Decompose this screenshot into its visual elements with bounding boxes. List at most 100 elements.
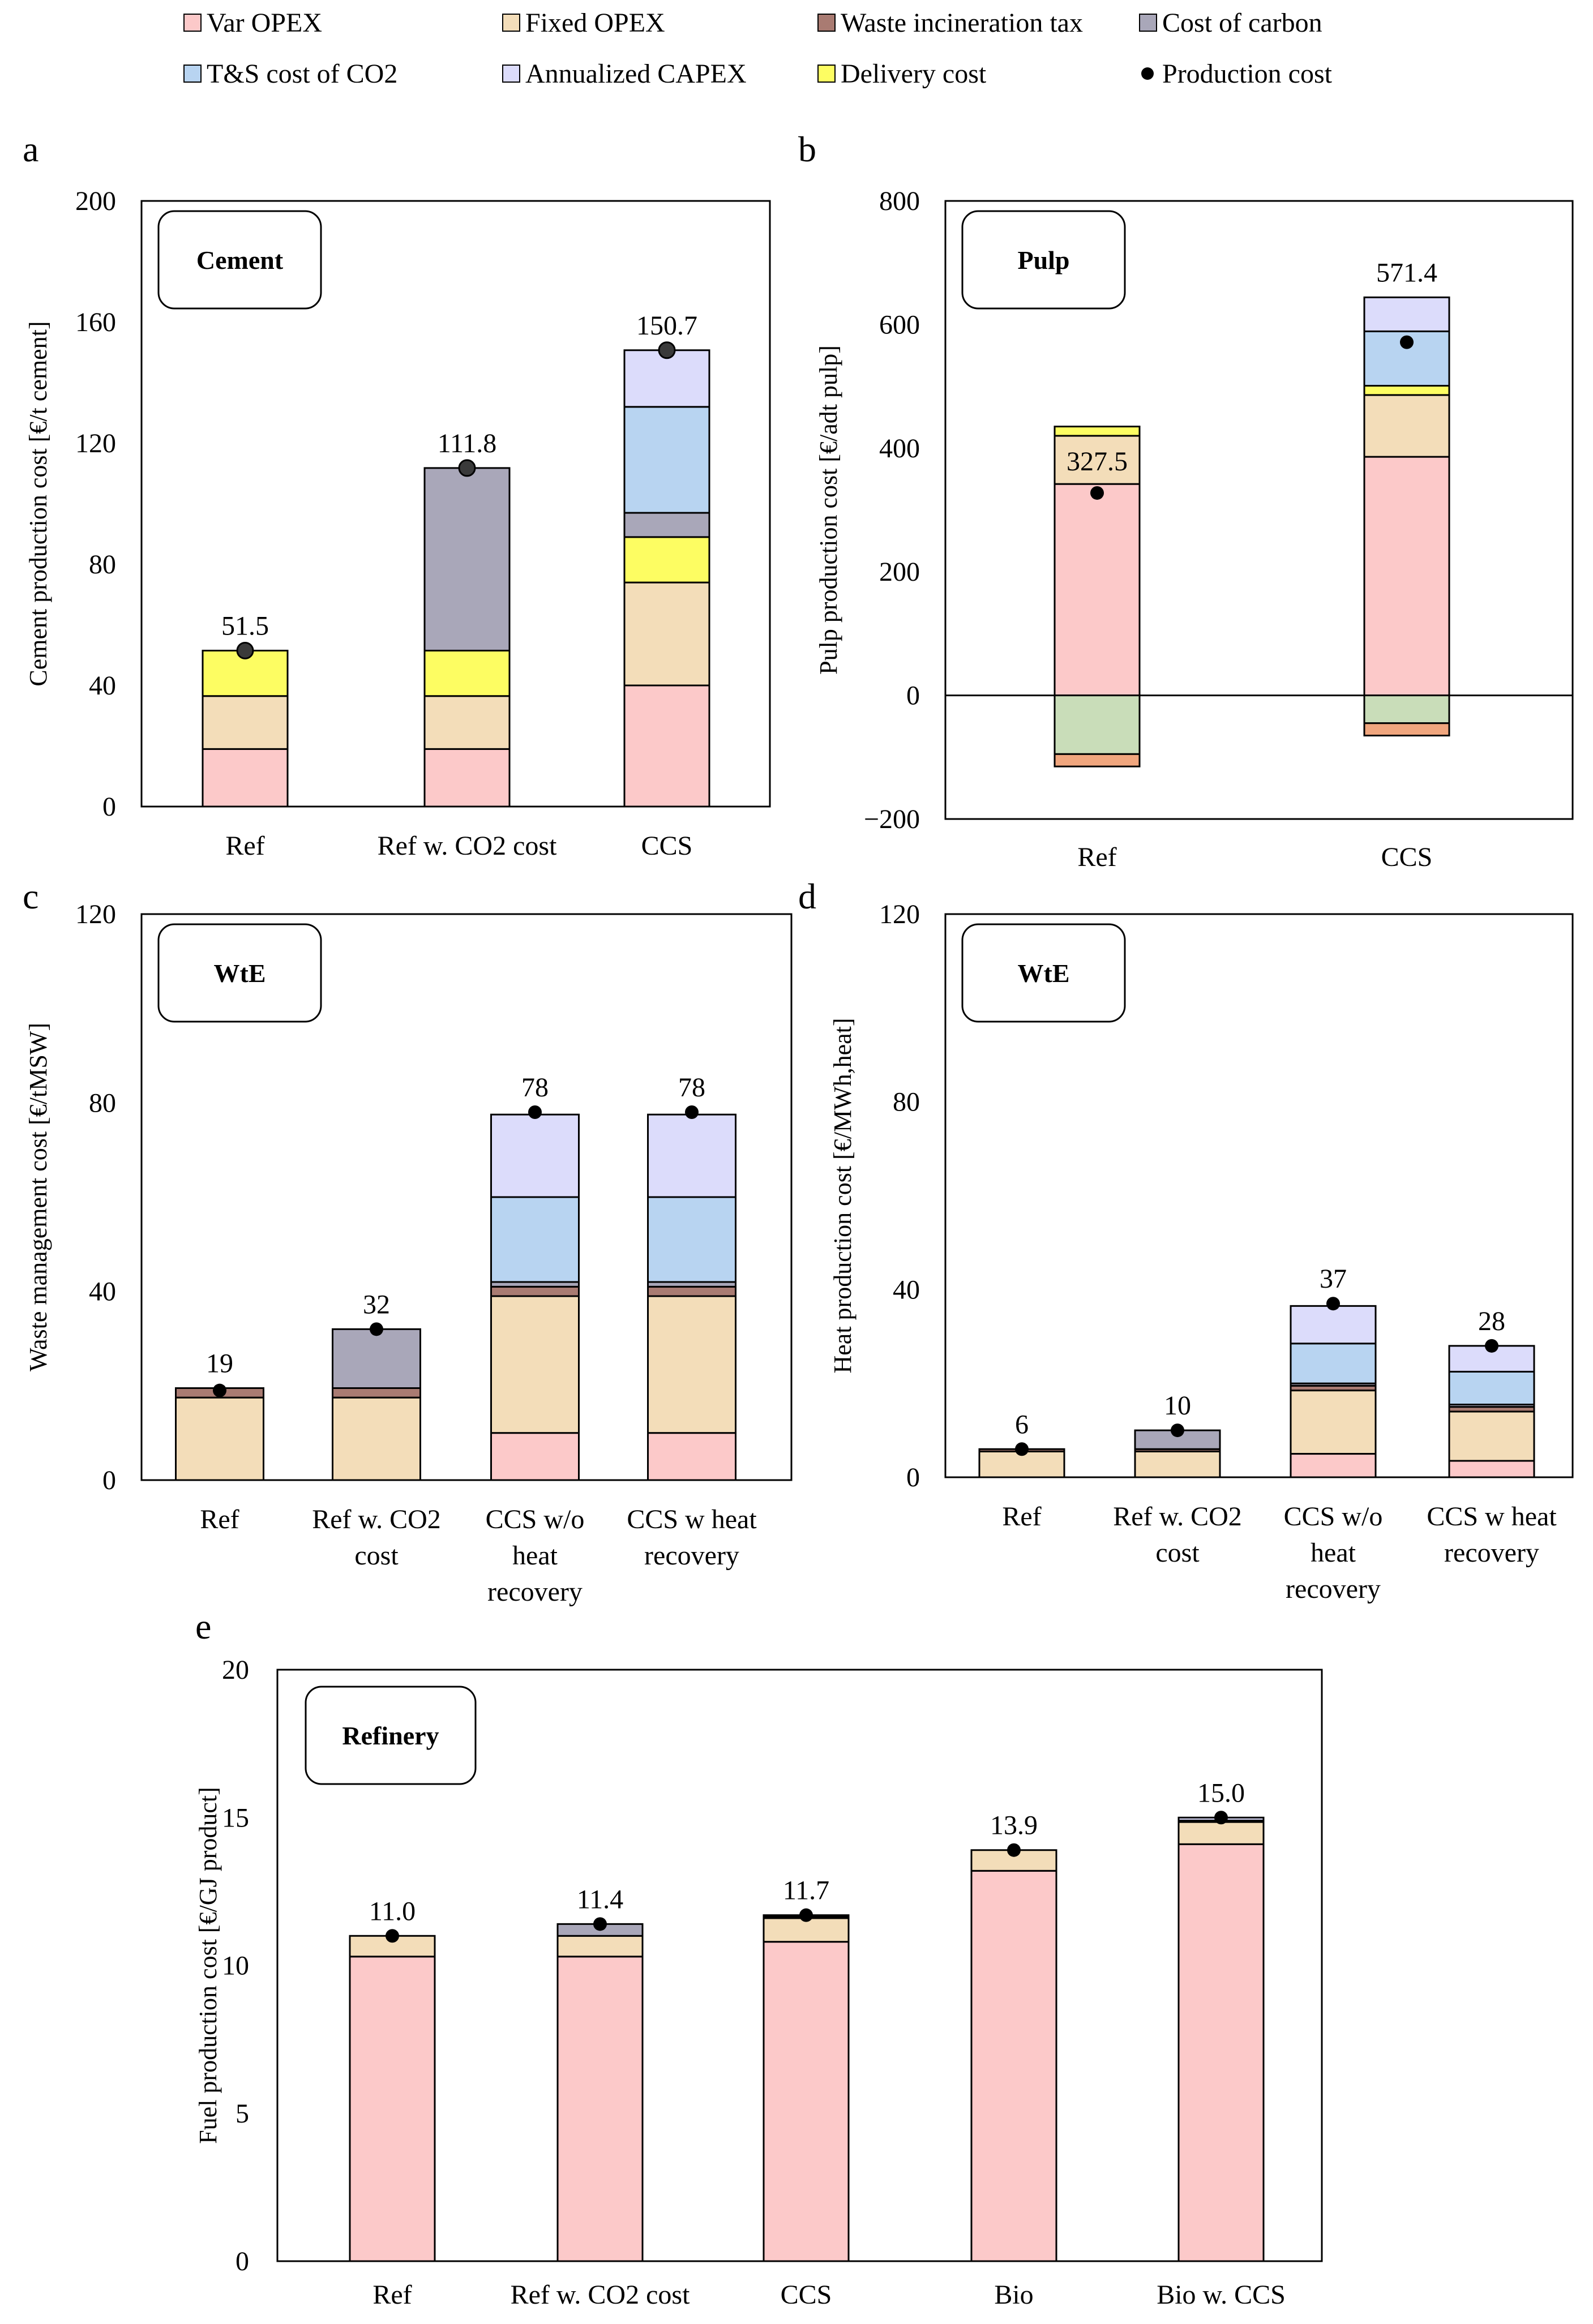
data-label: 28 xyxy=(1478,1306,1505,1336)
panel-letter: a xyxy=(23,129,38,169)
production-cost-dot xyxy=(458,459,476,477)
y-tick-label: 15 xyxy=(222,1803,249,1833)
y-tick-label: 80 xyxy=(893,1087,920,1117)
bar-segment-negative-green xyxy=(1054,694,1141,755)
category-label: recovery xyxy=(1286,1574,1381,1604)
data-label: 11.4 xyxy=(577,1884,623,1914)
legend-label-fixed_opex: Fixed OPEX xyxy=(525,8,665,38)
bar-segment-fixed-opex xyxy=(349,1935,436,1958)
bar-segment-fixed-opex xyxy=(490,1295,580,1434)
bar-segment-annualized-capex xyxy=(647,1113,736,1198)
legend-swatch-delivery xyxy=(817,65,836,83)
bar-segment-t-s-cost-of-co2 xyxy=(1363,330,1450,387)
panel-letter: d xyxy=(798,876,816,916)
bar-segment-var-opex xyxy=(556,1956,644,2262)
bar-segment-delivery-cost xyxy=(623,536,710,584)
bar-segment-var-opex xyxy=(1290,1453,1377,1478)
production-cost-dot xyxy=(799,1908,813,1922)
bar-segment-fixed-opex xyxy=(763,1917,850,1943)
category-label: CCS w heat xyxy=(1427,1502,1557,1532)
y-tick-label: 600 xyxy=(879,310,920,340)
y-axis-label: Waste management cost [€/tMSW] xyxy=(24,1023,52,1371)
y-tick-label: 200 xyxy=(75,186,116,216)
category-label: Ref xyxy=(200,1504,239,1534)
data-label: 571.4 xyxy=(1376,258,1437,288)
y-tick-label: 80 xyxy=(89,1088,116,1118)
category-label: recovery xyxy=(1444,1538,1539,1568)
bar-segment-annualized-capex xyxy=(490,1113,580,1198)
bar-segment-negative-green xyxy=(1363,694,1450,724)
legend-swatch-fixed_opex xyxy=(502,14,520,32)
category-label: CCS w heat xyxy=(627,1504,757,1534)
bar-segment-delivery-cost xyxy=(1054,426,1141,437)
bar-segment-cost-of-carbon xyxy=(623,512,710,538)
category-label: Ref xyxy=(1077,842,1116,872)
data-label: 150.7 xyxy=(636,311,697,341)
bar-segment-var-opex xyxy=(1054,483,1141,697)
legend-swatch-cost_carbon xyxy=(1139,14,1157,32)
bar-segment-fixed-opex xyxy=(1290,1390,1377,1455)
production-cost-dot xyxy=(1171,1423,1184,1438)
category-label: CCS w/o xyxy=(486,1504,585,1534)
bar-segment-var-opex xyxy=(763,1941,850,2262)
y-tick-label: 0 xyxy=(102,792,116,822)
category-label: CCS xyxy=(781,2280,832,2310)
data-label: 11.7 xyxy=(783,1876,829,1906)
production-cost-dot xyxy=(1326,1297,1340,1311)
y-tick-label: 0 xyxy=(906,1463,920,1493)
chart-title-box xyxy=(305,1686,477,1785)
y-axis-label: Pulp production cost [€/adt pulp] xyxy=(815,345,842,675)
plot-frame xyxy=(944,200,1574,820)
category-label: CCS xyxy=(641,831,693,861)
category-label: heat xyxy=(1311,1538,1356,1568)
legend-dot-production_cost xyxy=(1141,67,1154,80)
legend-label-var_opex: Var OPEX xyxy=(207,8,322,38)
chart-title: Cement xyxy=(196,246,284,275)
data-label: 78 xyxy=(521,1073,549,1103)
category-label: cost xyxy=(354,1541,399,1571)
y-axis-label: Cement production cost [€/t cement] xyxy=(24,321,52,686)
y-tick-label: 10 xyxy=(222,1951,249,1981)
production-cost-dot xyxy=(593,1917,607,1931)
chart-title: Pulp xyxy=(1017,246,1069,275)
y-tick-label: 0 xyxy=(906,681,920,711)
bar-segment-fixed-opex xyxy=(1134,1450,1221,1478)
bar-segment-var-opex xyxy=(1448,1460,1535,1478)
data-label: 13.9 xyxy=(990,1811,1038,1841)
bar-segment-fixed-opex xyxy=(175,1396,264,1481)
bar-segment-var-opex xyxy=(970,1870,1057,2262)
production-cost-dot xyxy=(236,641,254,659)
bar-segment-negative-orange xyxy=(1363,722,1450,737)
category-label: Bio w. CCS xyxy=(1157,2280,1286,2310)
bar-segment-fixed-opex xyxy=(332,1396,421,1481)
category-label: cost xyxy=(1155,1538,1200,1568)
production-cost-dot xyxy=(1015,1442,1029,1456)
y-tick-label: 5 xyxy=(235,2099,249,2129)
legend-label-capex: Annualized CAPEX xyxy=(525,59,747,89)
production-cost-dot xyxy=(528,1105,542,1119)
category-label: Ref w. CO2 cost xyxy=(511,2280,691,2310)
category-label: CCS xyxy=(1381,842,1433,872)
bar-segment-var-opex xyxy=(1363,456,1450,697)
bar-segment-annualized-capex xyxy=(1363,296,1450,332)
bar-segment-fixed-opex xyxy=(1054,435,1141,485)
bar-segment-delivery-cost xyxy=(1363,385,1450,396)
legend-swatch-ts_cost xyxy=(183,65,202,83)
bar-segment-fixed-opex xyxy=(423,695,511,750)
chart-panel-d: d 0 40 80 120 Heat production cost [€/MWh,hea… xyxy=(798,876,1574,1604)
bar-segment-delivery-cost xyxy=(423,649,511,697)
chart-panel-a: a 0 40 80 120 160 200 Cement production cost [€… xyxy=(23,129,771,861)
y-tick-label: 400 xyxy=(879,434,920,464)
legend-swatch-waste_tax xyxy=(817,14,836,32)
chart-panel-c: c 0 40 80 120 Waste management cost [€/tMSW] W… xyxy=(23,876,793,1607)
chart-title-box xyxy=(157,210,322,310)
chart-panel-e: e 0 5 10 15 20 Fuel production cost [€/GJ prod… xyxy=(194,1606,1323,2310)
y-axis-label: Heat production cost [€/MWh,heat] xyxy=(829,1018,857,1373)
chart-title: WtE xyxy=(214,959,266,988)
production-cost-dot xyxy=(658,341,676,359)
bar-segment-waste-incineration-tax xyxy=(647,1285,736,1297)
category-label: Ref xyxy=(225,831,264,861)
production-cost-dot xyxy=(1090,486,1104,500)
panel-letter: b xyxy=(798,129,816,169)
